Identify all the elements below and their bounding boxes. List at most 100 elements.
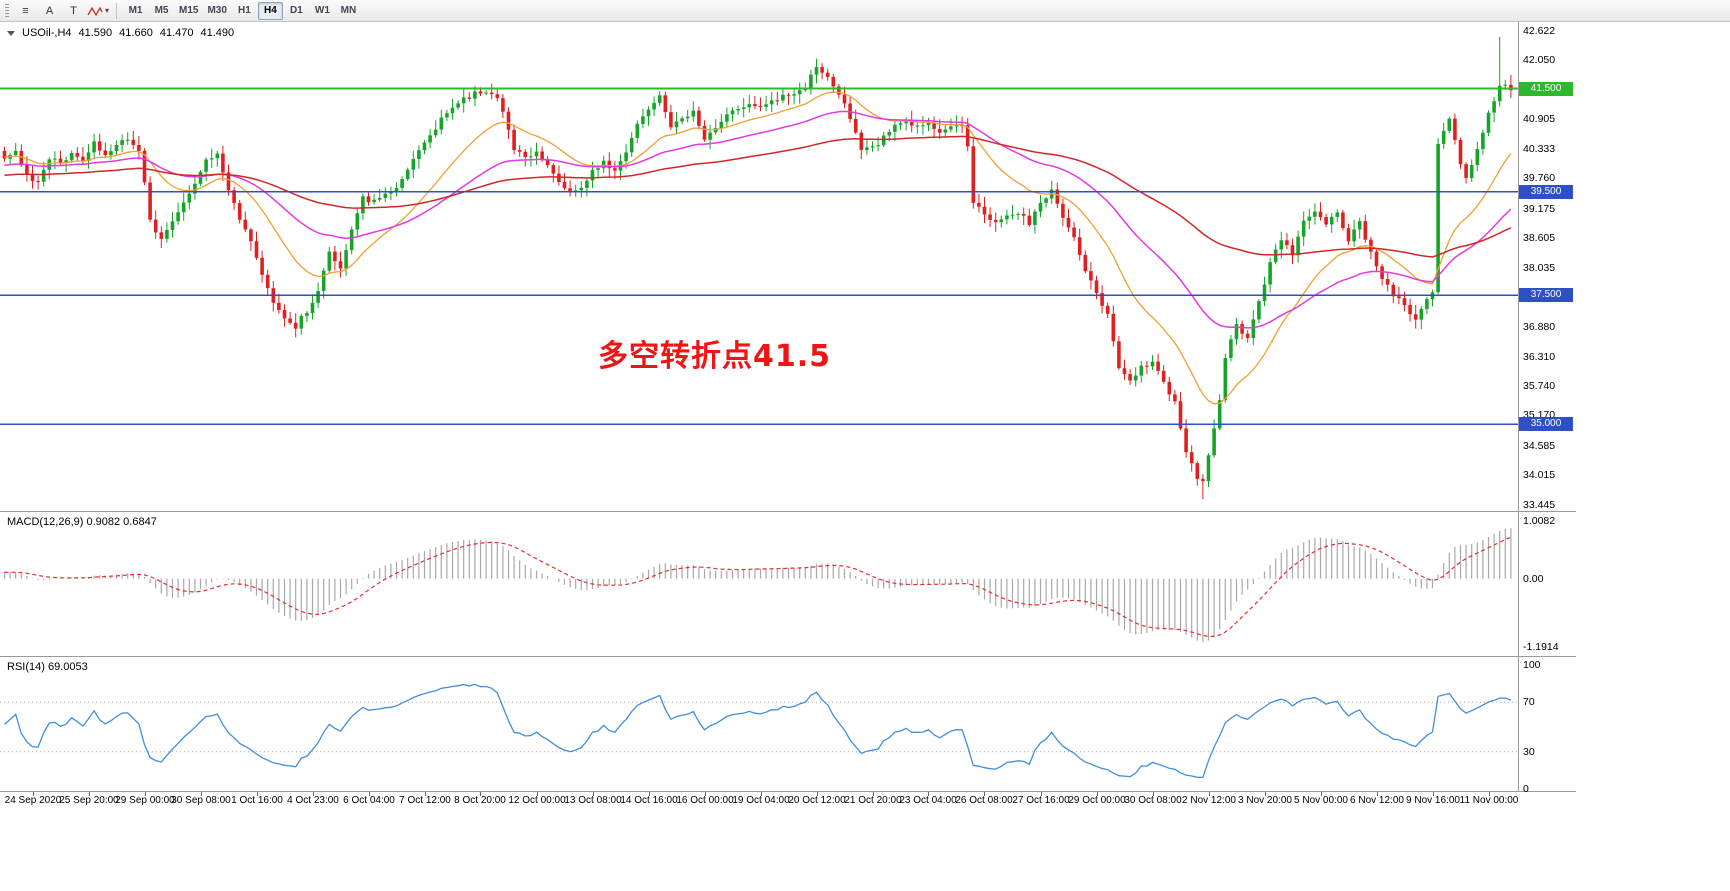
price-axis-label: 34.015: [1523, 469, 1556, 481]
macd-histogram: [3, 528, 1512, 643]
time-axis-label: 12 Oct 00:00: [508, 795, 566, 806]
time-axis-label: 7 Oct 12:00: [399, 795, 451, 806]
time-axis-label: 30 Sep 08:00: [171, 795, 231, 806]
toolbar-grip[interactable]: [4, 3, 9, 18]
ma-line-orange: [4, 91, 1512, 405]
price-axis-label: 42.050: [1523, 54, 1556, 66]
rsi-axis-label: 30: [1523, 746, 1535, 758]
time-axis-label: 2 Nov 12:00: [1182, 795, 1236, 806]
time-tick: [817, 792, 818, 796]
timeframe-buttons: M1 M5 M15 M30 H1 H4 D1 W1 MN: [123, 0, 361, 22]
time-tick: [369, 792, 370, 796]
time-tick: [705, 792, 706, 796]
zigzag-indicator-button[interactable]: ▾: [86, 2, 110, 20]
rsi-panel[interactable]: [0, 657, 1518, 791]
time-axis-label: 23 Oct 04:00: [899, 795, 957, 806]
time-axis-label: 13 Oct 08:00: [564, 795, 622, 806]
zigzag-icon: [87, 6, 103, 16]
price-axis-label: 38.035: [1523, 262, 1556, 274]
time-tick: [201, 792, 202, 796]
time-axis-label: 26 Oct 08:00: [955, 795, 1013, 806]
time-tick: [145, 792, 146, 796]
price-axis-label: 34.585: [1523, 440, 1556, 452]
time-axis-label: 19 Oct 04:00: [732, 795, 790, 806]
timeframe-d1-button[interactable]: D1: [290, 5, 303, 16]
price-tag-35.000: 35.000: [1519, 417, 1573, 431]
timeframe-m15-button[interactable]: M15: [179, 5, 199, 16]
price-axis-line: [1518, 22, 1519, 791]
time-axis-label: 24 Sep 2020: [4, 795, 62, 806]
time-axis-label: 5 Nov 00:00: [1294, 795, 1348, 806]
time-tick: [984, 792, 985, 796]
time-axis-label: 14 Oct 16:00: [620, 795, 678, 806]
dropdown-caret-icon: ▾: [105, 6, 110, 15]
ma-line-magenta: [4, 110, 1512, 329]
macd-label: MACD(12,26,9) 0.9082 0.6847: [7, 516, 157, 528]
timeframe-m1-button[interactable]: M1: [128, 5, 143, 16]
chart-header: USOil-,H4 41.590 41.660 41.470 41.490: [7, 27, 234, 39]
timeframe-m5-button[interactable]: M5: [154, 5, 169, 16]
main-price-chart[interactable]: [0, 22, 1518, 511]
time-tick: [89, 792, 90, 796]
rsi-axis-label: 0: [1523, 783, 1529, 795]
price-axis-label: 40.905: [1523, 113, 1556, 125]
time-tick: [1041, 792, 1042, 796]
time-axis-line: [0, 791, 1576, 792]
price-axis-label: 40.333: [1523, 143, 1556, 155]
annotation-t-button[interactable]: T: [70, 4, 77, 17]
time-tick: [425, 792, 426, 796]
time-tick: [1489, 792, 1490, 796]
time-axis-label: 27 Oct 16:00: [1012, 795, 1070, 806]
price-axis-label: 36.310: [1523, 351, 1556, 363]
timeframe-m30-button[interactable]: M30: [207, 5, 227, 16]
price-axis-label: 33.445: [1523, 499, 1556, 511]
time-tick: [1097, 792, 1098, 796]
time-axis-label: 4 Oct 23:00: [287, 795, 339, 806]
macd-panel[interactable]: [0, 512, 1518, 656]
chart-annotation-text[interactable]: 多空转折点41.5: [598, 339, 832, 374]
timeframe-mn-button[interactable]: MN: [340, 5, 357, 16]
time-axis-label: 3 Nov 20:00: [1238, 795, 1292, 806]
candlesticks: [2, 37, 1513, 500]
price-tag-37.500: 37.500: [1519, 288, 1573, 302]
price-axis-label: 38.605: [1523, 232, 1556, 244]
time-axis-label: 29 Oct 00:00: [1068, 795, 1126, 806]
time-axis-label: 21 Oct 20:00: [844, 795, 902, 806]
macd-axis-label: 1.0082: [1523, 515, 1556, 527]
time-tick: [1265, 792, 1266, 796]
time-axis-label: 29 Sep 00:00: [115, 795, 175, 806]
time-tick: [1209, 792, 1210, 796]
time-axis-label: 6 Nov 12:00: [1350, 795, 1404, 806]
time-tick: [313, 792, 314, 796]
charts-list-button[interactable]: ≡: [22, 4, 29, 17]
time-axis-label: 6 Oct 04:00: [343, 795, 395, 806]
macd-axis-label: 0.00: [1523, 573, 1544, 585]
time-tick: [33, 792, 34, 796]
panel-separator[interactable]: [0, 656, 1576, 657]
timeframe-h4-button[interactable]: H4: [257, 1, 283, 20]
price-tag-41.500: 41.500: [1519, 82, 1573, 96]
drawing-tools: ≡ A T ▾: [14, 0, 110, 22]
macd-signal-line: [4, 536, 1512, 638]
price-axis-label: 35.170: [1523, 409, 1556, 421]
price-tag-39.500: 39.500: [1519, 185, 1573, 199]
time-axis-label: 1 Oct 16:00: [231, 795, 283, 806]
price-axis-label: 36.880: [1523, 321, 1556, 333]
time-tick: [1433, 792, 1434, 796]
panel-separator[interactable]: [0, 511, 1576, 512]
timeframe-w1-button[interactable]: W1: [314, 5, 330, 16]
ohlc-high: 41.660: [119, 27, 153, 39]
time-axis-label: 25 Sep 20:00: [59, 795, 119, 806]
toolbar-separator: [116, 2, 118, 19]
time-tick: [1321, 792, 1322, 796]
timeframe-h1-button[interactable]: H1: [238, 5, 251, 16]
time-tick: [873, 792, 874, 796]
annotation-a-button[interactable]: A: [45, 4, 54, 17]
time-tick: [928, 792, 929, 796]
time-axis-label: 8 Oct 20:00: [454, 795, 506, 806]
ohlc-open: 41.590: [78, 27, 113, 39]
chart-marker-icon: [7, 30, 15, 36]
symbol-period-label: USOil-,H4: [22, 27, 72, 39]
rsi-line: [4, 683, 1512, 779]
